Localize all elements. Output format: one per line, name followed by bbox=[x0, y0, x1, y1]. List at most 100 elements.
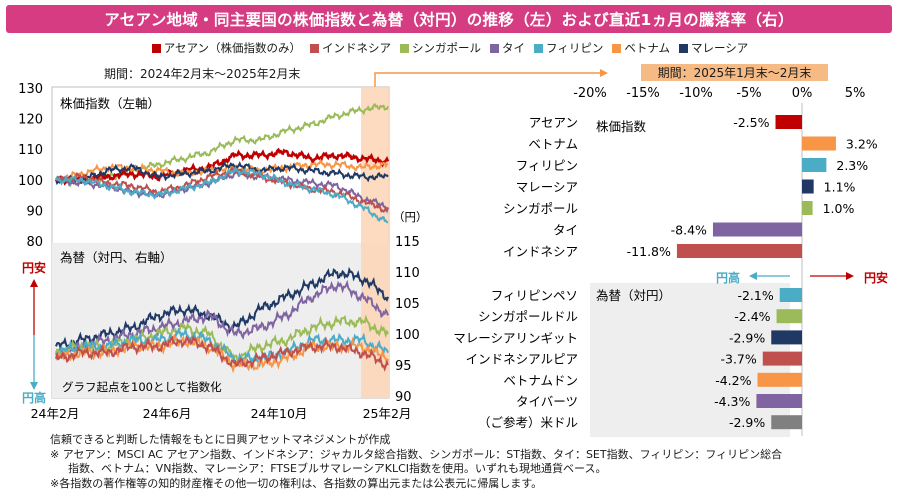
stock-bar-value-item-6: -11.8% bbox=[627, 244, 671, 259]
stock-line-item-6 bbox=[55, 165, 389, 224]
legend-label-singapore: シンガポール bbox=[412, 41, 482, 55]
stock-line-item-2 bbox=[55, 158, 389, 183]
legend-item-indonesia: インドネシア bbox=[310, 40, 391, 56]
fx-bar-label-item-3: インドネシアルピア bbox=[466, 352, 578, 367]
stock-bar-value-item-0: -2.5% bbox=[733, 115, 769, 130]
chart-title-bar: アセアン地域・同主要国の株価指数と為替（対円）の推移（左）および直近1ヵ月の騰落… bbox=[6, 5, 892, 33]
fx-bar-label-item-0: フィリピンペソ bbox=[491, 288, 578, 303]
yen-weak-label: 円安 bbox=[22, 260, 46, 275]
right-axis-tick-100: 100 bbox=[395, 328, 420, 343]
stock-bar-label-item-3: マレーシア bbox=[516, 180, 578, 195]
legend-item-singapore: シンガポール bbox=[400, 40, 481, 56]
stock-bar-value-item-3: 1.1% bbox=[824, 180, 856, 195]
x-axis-tick-3: 25年2月 bbox=[363, 406, 412, 421]
fx-section-label: 為替（対円） bbox=[596, 288, 671, 303]
stock-section-label: 株価指数 bbox=[596, 119, 647, 134]
fx-bar-value-item-1: -2.4% bbox=[734, 309, 770, 324]
fx-bar-item-2 bbox=[771, 330, 802, 345]
legend-label-thailand: タイ bbox=[502, 41, 526, 55]
stock-bar-label-item-6: インドネシア bbox=[503, 244, 578, 259]
right-axis-tick-110: 110 bbox=[395, 266, 420, 281]
yen-weak-label-right: 円安 bbox=[864, 270, 888, 285]
highlight-connector-arrowhead bbox=[600, 69, 608, 77]
legend-item-thailand: タイ bbox=[490, 40, 525, 56]
legend-item-vietnam: ベトナム bbox=[612, 40, 670, 56]
stock-bar-item-1 bbox=[802, 136, 836, 151]
legend-label-indonesia: インドネシア bbox=[322, 41, 392, 55]
fx-bar-item-0 bbox=[779, 288, 802, 302]
legend-swatch-vietnam bbox=[612, 43, 622, 53]
stock-bar-value-item-1: 3.2% bbox=[846, 137, 878, 152]
stock-bar-item-6 bbox=[676, 244, 802, 258]
legend-swatch-thailand bbox=[490, 43, 500, 53]
legend-label-asean: アセアン（株価指数のみ） bbox=[163, 41, 302, 55]
fx-bars-background bbox=[590, 283, 790, 437]
right-axis-unit: （円） bbox=[393, 210, 428, 224]
chart-title: アセアン地域・同主要国の株価指数と為替（対円）の推移（左）および直近1ヵ月の騰落… bbox=[104, 11, 794, 29]
left-axis-tick-80: 80 bbox=[26, 235, 43, 250]
footnote-source: 信頼できると判断した情報をもとに日興アセットマネジメントが作成 bbox=[50, 433, 391, 446]
x-axis-tick-2: 24年10月 bbox=[251, 406, 308, 421]
legend-item-philippines: フィリピン bbox=[534, 40, 603, 56]
stock-bar-item-2 bbox=[802, 158, 827, 172]
yen-strong-arrowhead-right bbox=[749, 272, 757, 280]
legend-label-vietnam: ベトナム bbox=[624, 41, 670, 55]
legend-item-asean: アセアン（株価指数のみ） bbox=[151, 40, 302, 56]
fx-bar-value-item-2: -2.9% bbox=[729, 330, 765, 345]
fx-line-item-3 bbox=[55, 326, 389, 369]
fx-bar-label-item-2: マレーシアリンギット bbox=[453, 330, 578, 345]
stock-bar-value-item-5: -8.4% bbox=[671, 223, 707, 238]
recent-month-highlight bbox=[361, 87, 389, 398]
bar-x-tick-2: -10% bbox=[679, 86, 713, 101]
bar-x-tick-1: -15% bbox=[626, 86, 660, 101]
legend-swatch-indonesia bbox=[310, 43, 320, 53]
left-axis-tick-130: 130 bbox=[18, 82, 43, 97]
legend-label-philippines: フィリピン bbox=[546, 41, 604, 55]
stock-bar-item-0 bbox=[775, 115, 802, 129]
fx-panel-label: 為替（対円、右軸） bbox=[60, 250, 173, 265]
stock-bar-label-item-2: フィリピン bbox=[516, 158, 578, 173]
bar-x-tick-3: -5% bbox=[736, 86, 761, 101]
x-axis-tick-1: 24年6月 bbox=[143, 406, 192, 421]
fx-line-item-5 bbox=[55, 334, 389, 372]
left-axis-tick-120: 120 bbox=[18, 113, 43, 128]
fx-bar-value-item-3: -3.7% bbox=[720, 352, 756, 367]
left-axis-tick-110: 110 bbox=[18, 143, 43, 158]
fx-bar-item-4 bbox=[757, 372, 802, 387]
bar-x-tick-4: 0% bbox=[792, 86, 813, 101]
footnote-copyright: ※各指数の著作権等の知的財産権その他一切の権利は、各指数の算出元または公表元に帰… bbox=[50, 476, 543, 490]
fx-bar-item-1 bbox=[776, 309, 802, 324]
footnote-indices-cont: 指数、ベトナム：VN指数、マレーシア：FTSEブルサマレーシアKLCI指数を使用… bbox=[68, 462, 607, 476]
fx-bar-label-item-4: ベトナムドン bbox=[503, 373, 578, 388]
legend-swatch-asean bbox=[151, 43, 161, 53]
footnotes: 信頼できると判断した情報をもとに日興アセットマネジメントが作成 ※ アセアン：M… bbox=[50, 433, 782, 491]
stock-bar-label-item-0: アセアン bbox=[529, 115, 578, 130]
stock-bar-item-4 bbox=[802, 201, 813, 215]
right-axis-tick-95: 95 bbox=[395, 359, 412, 374]
indexed-note: グラフ起点を100として指数化 bbox=[62, 380, 222, 394]
period-left: 期間：2024年2月末～2025年2月末 bbox=[104, 67, 301, 81]
fx-bar-value-item-4: -4.2% bbox=[715, 373, 751, 388]
fx-bar-label-item-1: シンガポールドル bbox=[478, 309, 578, 324]
legend-swatch-malaysia bbox=[678, 43, 688, 53]
left-axis-tick-100: 100 bbox=[18, 174, 43, 189]
stock-bar-value-item-2: 2.3% bbox=[836, 158, 868, 173]
bar-x-tick-0: -20% bbox=[573, 86, 607, 101]
fx-line-item-0 bbox=[55, 266, 389, 352]
yen-strong-label-right: 円高 bbox=[716, 270, 740, 285]
yen-strong-label: 円高 bbox=[22, 390, 46, 405]
legend: アセアン（株価指数のみ） インドネシア シンガポール タイ フィリピン ベトナム… bbox=[0, 40, 900, 56]
yen-weak-arrowhead bbox=[30, 279, 38, 287]
right-axis-tick-105: 105 bbox=[395, 297, 420, 312]
yen-strong-arrowhead bbox=[30, 382, 38, 390]
right-axis-tick-115: 115 bbox=[395, 235, 420, 250]
stock-line-item-1 bbox=[55, 147, 390, 186]
fx-bar-item-5 bbox=[756, 394, 802, 408]
stock-line-item-3 bbox=[55, 161, 389, 186]
footnote-indices: ※ アセアン：MSCI AC アセアン指数、インドネシア：ジャカルタ総合指数、シ… bbox=[50, 447, 783, 461]
fx-bar-value-item-5: -4.3% bbox=[714, 394, 750, 409]
legend-swatch-philippines bbox=[534, 43, 544, 53]
right-axis-tick-90: 90 bbox=[395, 390, 412, 405]
